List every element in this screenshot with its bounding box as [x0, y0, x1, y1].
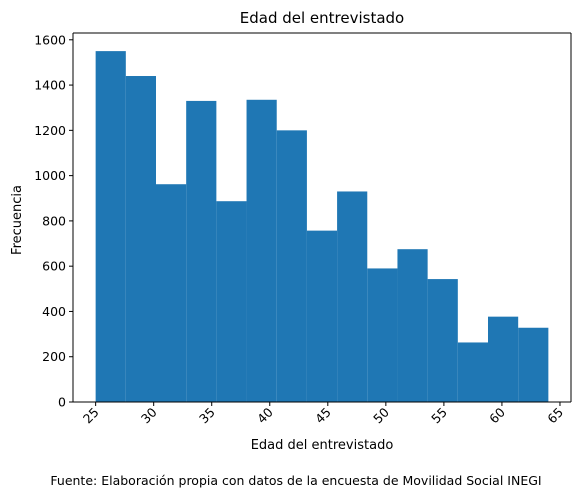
histogram-bar	[397, 249, 428, 402]
histogram-bar	[306, 230, 338, 402]
y-tick-label: 200	[42, 349, 66, 364]
histogram-bar	[216, 201, 247, 402]
x-tick-label: 25	[80, 405, 102, 427]
histogram-bar	[337, 191, 368, 402]
x-axis-label: Edad del entrevistado	[251, 438, 394, 453]
y-tick-label: 0	[58, 395, 66, 410]
histogram-bar	[276, 130, 307, 402]
axes-group	[72, 32, 572, 403]
bars-group	[95, 51, 549, 403]
histogram-bar	[367, 268, 398, 402]
x-tick-label: 55	[428, 405, 450, 427]
histogram-bar	[156, 184, 187, 402]
x-tick-label: 35	[196, 405, 218, 427]
x-tick-label: 60	[486, 404, 508, 426]
x-tick-label: 45	[312, 405, 334, 427]
y-tick-label: 800	[42, 213, 66, 228]
y-tick-label: 400	[42, 304, 66, 319]
histogram-bar	[457, 342, 488, 402]
histogram-bar	[427, 279, 458, 402]
source-caption: Fuente: Elaboración propia con datos de …	[50, 473, 541, 488]
histogram-bar	[95, 51, 126, 403]
y-tick-label: 1000	[34, 168, 66, 183]
x-tick-label: 50	[370, 404, 392, 426]
x-ticks-group: 25 30 35 40 45 50 55 60 65	[80, 402, 566, 426]
x-tick-label: 65	[544, 405, 566, 427]
histogram-bar	[518, 327, 549, 402]
y-tick-label: 1400	[34, 78, 66, 93]
histogram-bar	[488, 316, 519, 402]
histogram-bar	[186, 100, 217, 402]
y-axis-label: Frecuencia	[10, 185, 25, 255]
chart-title: Edad del entrevistado	[240, 9, 404, 27]
y-tick-label: 1200	[34, 123, 66, 138]
y-ticks-group: 0 200 400 600 800 1000 1200 1400 1600	[34, 32, 73, 410]
y-tick-label: 600	[42, 259, 66, 274]
histogram-bar	[125, 76, 156, 402]
x-tick-label: 30	[138, 404, 160, 426]
histogram-bar	[246, 99, 277, 402]
y-tick-label: 1600	[34, 32, 66, 47]
x-tick-label: 40	[254, 404, 276, 426]
